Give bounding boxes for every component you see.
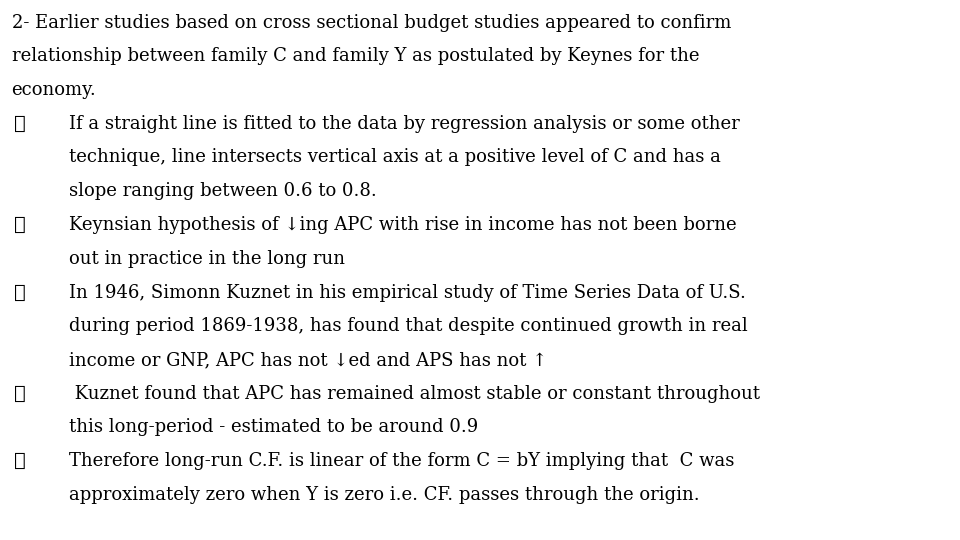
Text: ➢: ➢ (14, 453, 26, 470)
Text: income or GNP, APC has not ↓ed and APS has not ↑: income or GNP, APC has not ↓ed and APS h… (69, 351, 547, 369)
Text: ➢: ➢ (14, 216, 26, 234)
Text: Kuznet found that APC has remained almost stable or constant throughout: Kuznet found that APC has remained almos… (69, 384, 760, 403)
Text: ➢: ➢ (14, 284, 26, 301)
Text: If a straight line is fitted to the data by regression analysis or some other: If a straight line is fitted to the data… (69, 115, 740, 133)
Text: relationship between family C and family Y as postulated by Keynes for the: relationship between family C and family… (12, 47, 699, 65)
Text: this long-period - estimated to be around 0.9: this long-period - estimated to be aroun… (69, 418, 478, 436)
Text: slope ranging between 0.6 to 0.8.: slope ranging between 0.6 to 0.8. (69, 183, 377, 200)
Text: Keynsian hypothesis of ↓ing APC with rise in income has not been borne: Keynsian hypothesis of ↓ing APC with ris… (69, 216, 736, 234)
Text: 2- Earlier studies based on cross sectional budget studies appeared to confirm: 2- Earlier studies based on cross sectio… (12, 14, 731, 31)
Text: approximately zero when Y is zero i.e. CF. passes through the origin.: approximately zero when Y is zero i.e. C… (69, 486, 700, 504)
Text: during period 1869-1938, has found that despite continued growth in real: during period 1869-1938, has found that … (69, 317, 748, 335)
Text: In 1946, Simonn Kuznet in his empirical study of Time Series Data of U.S.: In 1946, Simonn Kuznet in his empirical … (69, 284, 746, 301)
Text: economy.: economy. (12, 81, 96, 99)
Text: Therefore long-run C.F. is linear of the form C = bY implying that  C was: Therefore long-run C.F. is linear of the… (69, 453, 734, 470)
Text: out in practice in the long run: out in practice in the long run (69, 249, 346, 268)
Text: ➢: ➢ (14, 384, 26, 403)
Text: ➢: ➢ (14, 115, 26, 133)
Text: technique, line intersects vertical axis at a positive level of C and has a: technique, line intersects vertical axis… (69, 148, 721, 166)
